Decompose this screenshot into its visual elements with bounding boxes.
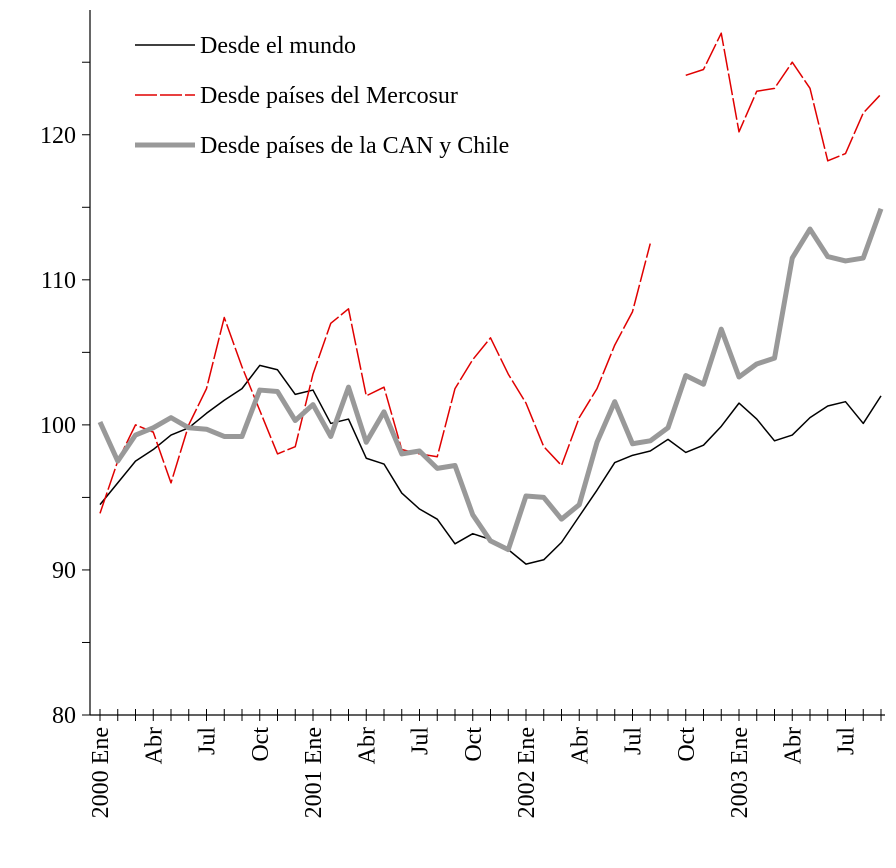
x-tick-label: Jul [195, 727, 221, 755]
y-tick-label: 90 [52, 558, 76, 584]
series-line [97, 207, 884, 553]
x-tick-label: Abr [354, 727, 380, 764]
series-line [685, 32, 882, 162]
series-line [99, 243, 651, 514]
y-tick-label: 120 [40, 123, 76, 149]
x-tick-label: Abr [141, 727, 167, 764]
legend-label: Desde países del Mercosur [200, 83, 458, 109]
legend-label: Desde el mundo [200, 33, 356, 59]
x-tick-label: Abr [780, 727, 806, 764]
x-tick-label: Oct [461, 727, 487, 762]
x-tick-label: 2000 Ene [88, 727, 114, 818]
x-tick-label: Oct [248, 727, 274, 762]
series-line [99, 364, 882, 565]
x-tick-label: Jul [408, 727, 434, 755]
y-tick-label: 80 [52, 703, 76, 729]
y-tick-label: 100 [40, 413, 76, 439]
x-tick-label: Oct [674, 727, 700, 762]
x-tick-label: Jul [834, 727, 860, 755]
x-tick-label: Abr [567, 727, 593, 764]
legend-label: Desde países de la CAN y Chile [200, 133, 509, 159]
y-tick-label: 110 [41, 268, 76, 294]
x-tick-label: 2002 Ene [514, 727, 540, 818]
x-tick-label: 2001 Ene [301, 727, 327, 818]
x-tick-label: 2003 Ene [727, 727, 753, 818]
x-tick-label: Jul [621, 727, 647, 755]
